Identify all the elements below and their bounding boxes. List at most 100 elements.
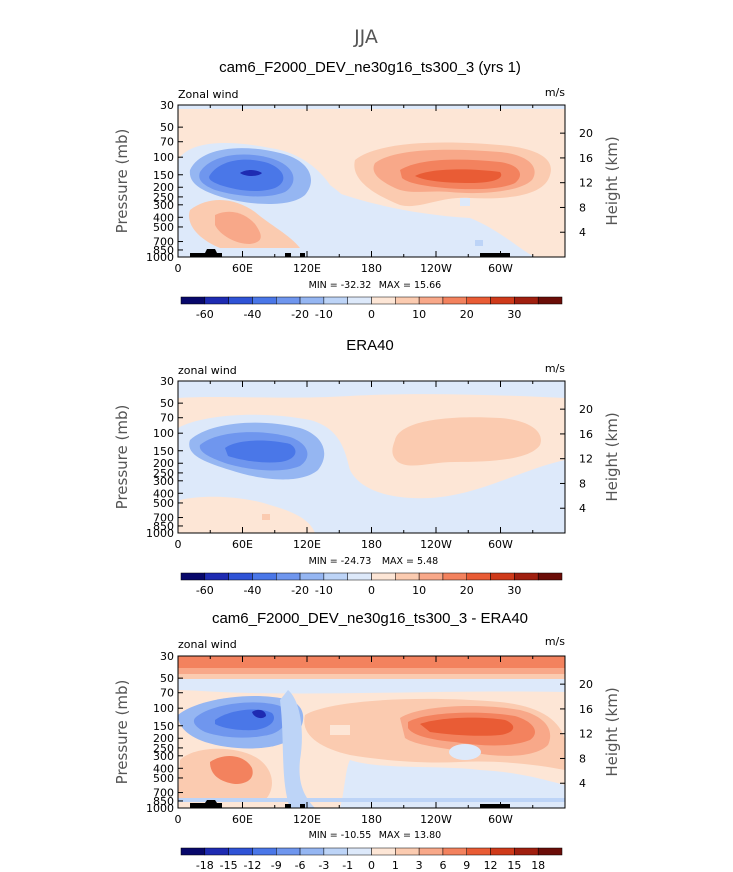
x-tick-label: 60E <box>232 538 253 551</box>
y-right-tick-label: 20 <box>579 127 593 140</box>
y-tick-label: 300 <box>153 199 174 212</box>
colorbar-swatch <box>323 847 348 856</box>
y-right-tick-label: 4 <box>579 777 586 790</box>
y-right-tick-label: 8 <box>579 201 586 214</box>
colorbar-swatch <box>371 847 396 856</box>
panel-diff-max: MAX = 13.80 <box>379 830 441 841</box>
y-tick-label: 50 <box>160 121 174 134</box>
x-tick-label: 120W <box>420 813 452 826</box>
colorbar-swatch <box>204 847 229 856</box>
y-tick-label: 70 <box>160 687 174 700</box>
colorbar-swatch <box>180 296 206 305</box>
y-right-tick-label: 8 <box>579 752 586 765</box>
colorbar-label: 3 <box>416 859 423 872</box>
x-tick-label: 0 <box>175 813 182 826</box>
y-tick-label: 250 <box>153 191 174 204</box>
panel-era40-units: m/s <box>545 362 565 375</box>
colorbar-swatch <box>180 847 206 856</box>
y-tick-label: 50 <box>160 672 174 685</box>
x-tick-label: 60W <box>488 813 513 826</box>
y-right-tick-label: 16 <box>579 703 593 716</box>
panel-era40-xticks: 0 60E 120E 180 120W 60W <box>175 381 566 551</box>
y-right-tick-label: 12 <box>579 728 593 741</box>
colorbar-label: -60 <box>196 584 214 597</box>
colorbar-label: 18 <box>531 859 545 872</box>
colorbar-swatch <box>490 847 515 856</box>
colorbar-label: 15 <box>507 859 521 872</box>
colorbar-label: 0 <box>368 308 375 321</box>
colorbar-label: 0 <box>368 584 375 597</box>
panel-era40-field <box>177 380 566 534</box>
colorbar-label: -10 <box>315 308 333 321</box>
panel-era40-colorbar: -60 -40 -20 -10 0 10 20 30 <box>180 572 563 597</box>
colorbar-swatch <box>276 572 301 581</box>
colorbar-swatch <box>276 847 301 856</box>
colorbar-label: -60 <box>196 308 214 321</box>
colorbar-swatch <box>418 296 444 305</box>
y-right-tick-label: 4 <box>579 226 586 239</box>
colorbar-swatch <box>228 847 253 856</box>
panel-era40-title: ERA40 <box>346 337 394 354</box>
colorbar-swatch <box>180 572 206 581</box>
panel-model-left-label: Zonal wind <box>178 88 239 101</box>
y-tick-label: 700 <box>153 787 174 800</box>
colorbar-swatch <box>490 296 515 305</box>
colorbar-swatch <box>395 296 420 305</box>
colorbar-label: -12 <box>243 859 261 872</box>
y-tick-label: 500 <box>153 772 174 785</box>
colorbar-swatch <box>537 572 563 581</box>
colorbar-swatch <box>490 572 515 581</box>
colorbar-swatch <box>395 847 420 856</box>
y-tick-label: 30 <box>160 375 174 388</box>
y-tick-label: 200 <box>153 732 174 745</box>
colorbar-swatch <box>371 296 396 305</box>
panel-diff-left-label: zonal wind <box>178 638 237 651</box>
colorbar-label: 0 <box>368 859 375 872</box>
y-tick-label: 400 <box>153 487 174 500</box>
panel-diff-yticks-right: 20 16 12 8 4 <box>560 678 593 790</box>
colorbar-label: 10 <box>412 308 426 321</box>
panel-diff-units: m/s <box>545 635 565 648</box>
panel-diff-xticks: 0 60E 120E 180 120W 60W <box>175 656 566 826</box>
panel-diff-field <box>177 655 566 809</box>
x-tick-label: 180 <box>361 813 382 826</box>
x-tick-label: 120W <box>420 262 452 275</box>
colorbar-swatch <box>228 572 253 581</box>
figure-title: JJA <box>353 26 378 48</box>
y-tick-label: 150 <box>153 720 174 733</box>
y-tick-label: 200 <box>153 457 174 470</box>
panel-model: cam6_F2000_DEV_ne30g16_ts300_3 (yrs 1) Z… <box>113 59 621 321</box>
colorbar-swatch <box>514 572 539 581</box>
y-right-tick-label: 12 <box>579 453 593 466</box>
y-tick-label: 850 <box>153 795 174 808</box>
y-tick-label: 850 <box>153 244 174 257</box>
colorbar-label: 10 <box>412 584 426 597</box>
colorbar-label: -6 <box>295 859 306 872</box>
colorbar-swatch <box>466 847 491 856</box>
x-tick-label: 120E <box>293 538 321 551</box>
colorbar-swatch <box>299 572 325 581</box>
y-tick-label: 1000 <box>146 802 174 815</box>
y-tick-label: 70 <box>160 412 174 425</box>
panel-model-title: cam6_F2000_DEV_ne30g16_ts300_3 (yrs 1) <box>219 59 521 76</box>
x-tick-label: 60E <box>232 262 253 275</box>
y-tick-label: 50 <box>160 397 174 410</box>
colorbar-swatch <box>252 572 277 581</box>
panel-diff: cam6_F2000_DEV_ne30g16_ts300_3 - ERA40 z… <box>113 610 621 872</box>
x-tick-label: 60W <box>488 538 513 551</box>
panel-model-ylabel-right: Height (km) <box>603 136 621 225</box>
colorbar-swatch <box>228 296 253 305</box>
x-tick-label: 180 <box>361 262 382 275</box>
x-tick-label: 120E <box>293 813 321 826</box>
y-tick-label: 400 <box>153 211 174 224</box>
panel-era40-left-label: zonal wind <box>178 364 237 377</box>
y-tick-label: 300 <box>153 475 174 488</box>
colorbar-swatch <box>442 572 467 581</box>
y-tick-label: 30 <box>160 650 174 663</box>
panel-era40-ylabel: Pressure (mb) <box>113 405 131 510</box>
panel-diff-colorbar: -18 -15 -12 -9 -6 -3 -1 0 1 3 6 9 12 15 18 <box>180 847 563 872</box>
y-right-tick-label: 4 <box>579 502 586 515</box>
colorbar-label: -20 <box>291 308 309 321</box>
